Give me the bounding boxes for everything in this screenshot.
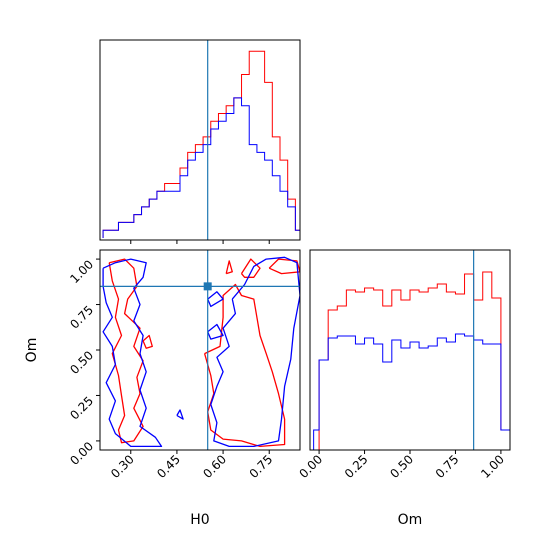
h0-marginal-frame — [99, 39, 301, 241]
om-hist-series-0 — [313, 271, 511, 451]
joint-xtick-label: 0.30 — [108, 452, 137, 481]
joint-frame — [99, 249, 301, 451]
joint-xtick-label: 0.60 — [200, 452, 229, 481]
om-marginal-xlabel: Om — [398, 512, 423, 528]
joint-ytick-label: 0.00 — [67, 439, 96, 468]
joint-ylabel: Om — [24, 338, 40, 363]
joint-ytick-label: 0.75 — [67, 303, 96, 332]
om-tick-label: 0.75 — [433, 452, 462, 481]
contour-series-0-path-3 — [268, 258, 300, 275]
joint-ticks: 0.30 0.45 0.60 0.75 0.00 0.25 0.50 0.75 1.00 — [67, 257, 275, 481]
contour-series-1-path-3 — [207, 323, 224, 340]
om-hist-series-1 — [313, 333, 511, 450]
om-tick-label: 0.25 — [342, 452, 371, 481]
h0-hist-series-1 — [102, 97, 301, 238]
joint-truth-marker — [203, 282, 212, 291]
contour-series-1-path-1 — [210, 256, 300, 448]
contour-series-0-path-2 — [240, 258, 261, 278]
om-tick-label: 1.00 — [478, 452, 507, 481]
om-tick-label: 0.00 — [296, 452, 325, 481]
om-marginal-frame — [309, 249, 511, 451]
contour-series-0-path-0 — [108, 258, 144, 444]
joint-contour-data — [100, 250, 300, 450]
joint-ytick-label: 1.00 — [67, 257, 96, 286]
h0-hist-series-0 — [102, 50, 301, 238]
joint-ytick-label: 0.25 — [67, 394, 96, 423]
contour-series-1-path-4 — [176, 409, 184, 420]
joint-ytick-label: 0.50 — [67, 348, 96, 377]
om-marginal-ticks: 0.00 0.25 0.50 0.75 1.00 — [296, 450, 507, 481]
panel-joint: 0.30 0.45 0.60 0.750.000.250.500.751.00 H0 … — [24, 249, 301, 528]
joint-xtick-label: 0.45 — [154, 452, 183, 481]
panel-om-marginal: 0.00 0.25 0.50 0.75 1.00 Om — [296, 249, 511, 528]
contour-series-0-path-5 — [142, 334, 153, 349]
contour-series-1-path-2 — [207, 291, 224, 308]
contour-series-1-path-0 — [102, 258, 163, 448]
h0-marginal-data — [102, 40, 301, 240]
om-marginal-data — [313, 250, 511, 451]
joint-xtick-label: 0.75 — [247, 452, 276, 481]
contour-series-0-path-4 — [225, 260, 233, 275]
contour-series-0-path-1 — [203, 283, 286, 448]
om-tick-label: 0.50 — [387, 452, 416, 481]
h0-marginal-ticks — [130, 240, 270, 244]
joint-xlabel: H0 — [190, 512, 209, 528]
panel-h0-marginal — [99, 39, 301, 244]
